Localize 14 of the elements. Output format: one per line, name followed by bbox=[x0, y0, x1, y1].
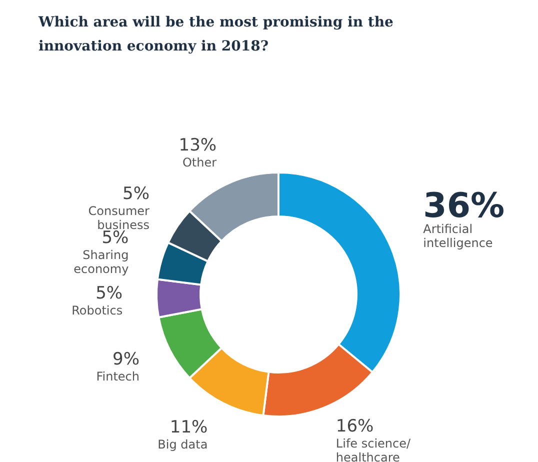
data-label: 5% bbox=[96, 283, 123, 304]
data-label: 13% bbox=[178, 135, 217, 156]
data-label: 5% bbox=[122, 184, 150, 204]
slice-label: Fintech bbox=[96, 369, 140, 384]
slice-label: Artificial intelligence bbox=[423, 222, 493, 250]
slice-label: Other bbox=[182, 155, 217, 170]
slice-label: Big data bbox=[158, 437, 208, 452]
chart-title: Which area will be the most promising in the innovation economy in 2018? bbox=[38, 14, 394, 54]
data-label: 9% bbox=[112, 349, 140, 370]
slice-label: Sharing economy bbox=[74, 248, 129, 276]
slice-label: Robotics bbox=[72, 303, 123, 318]
data-label: 11% bbox=[170, 417, 208, 438]
slice-label: Life science/ healthcare bbox=[336, 436, 412, 462]
data-label: 16% bbox=[336, 416, 374, 437]
